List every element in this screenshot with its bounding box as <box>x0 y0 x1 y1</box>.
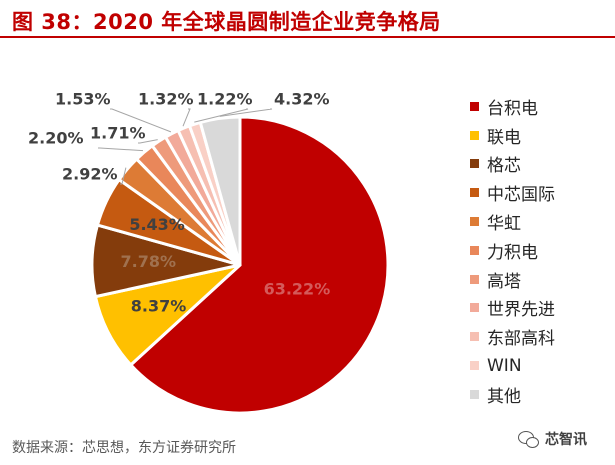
data-label: 7.78% <box>121 252 177 271</box>
legend-swatch <box>470 130 479 140</box>
legend-label: 中芯国际 <box>487 185 555 206</box>
slice-1 <box>129 115 390 415</box>
source-note: 数据来源：芯思想，东方证券研究所 <box>12 440 236 456</box>
legend-label: 联电 <box>487 127 521 148</box>
chart-title: 图 38：2020 年全球晶圆制造企业竞争格局 <box>12 10 441 34</box>
leader-line <box>138 139 158 144</box>
pie-slices <box>90 115 390 415</box>
wechat-icon <box>518 430 540 448</box>
data-label: 2.20% <box>28 129 84 148</box>
legend-item: WIN <box>470 351 555 380</box>
data-label: 1.32% <box>138 90 194 109</box>
data-label: 4.32% <box>274 90 330 109</box>
legend-label: 东部高科 <box>487 329 555 350</box>
legend-item: 格芯 <box>470 150 555 179</box>
legend-label: 台积电 <box>487 98 538 119</box>
legend-swatch <box>470 332 479 342</box>
leader-line <box>120 167 127 185</box>
title-divider <box>0 36 615 38</box>
legend-swatch <box>470 303 479 313</box>
leader-lines <box>98 108 273 185</box>
legend-swatch <box>470 361 479 371</box>
legend-label: 世界先进 <box>487 300 555 321</box>
legend-label: WIN <box>487 355 522 376</box>
legend-label: 华虹 <box>487 214 521 235</box>
data-label: 8.37% <box>131 297 187 316</box>
watermark: 芯智讯 <box>518 429 587 449</box>
legend-swatch <box>470 217 479 227</box>
legend-label: 力积电 <box>487 242 538 263</box>
legend-item: 华虹 <box>470 207 555 236</box>
legend-swatch <box>470 245 479 255</box>
legend-swatch <box>470 101 479 111</box>
data-label: 2.92% <box>62 165 118 184</box>
legend-item: 东部高科 <box>470 322 555 351</box>
data-label: 5.43% <box>129 215 185 234</box>
leader-line <box>98 147 144 152</box>
data-label: 63.22% <box>264 280 331 299</box>
legend-swatch <box>470 159 479 169</box>
leader-line <box>110 108 172 133</box>
watermark-text: 芯智讯 <box>545 432 587 448</box>
data-label: 1.53% <box>55 90 111 109</box>
data-label: 1.22% <box>197 90 253 109</box>
legend-swatch <box>470 274 479 284</box>
leader-line <box>194 108 249 123</box>
chart-legend: 台积电联电格芯中芯国际华虹力积电高塔世界先进东部高科 WIN 其他 <box>470 92 555 409</box>
data-labels: 63.22% 8.37% 7.78% 5.43% 2.92% 2.20% 1.71% 1.53… <box>28 90 330 316</box>
legend-label: 格芯 <box>487 156 521 177</box>
legend-item: 其他 <box>470 380 555 409</box>
legend-item: 力积电 <box>470 236 555 265</box>
data-label: 1.71% <box>90 124 146 143</box>
legend-label: 高塔 <box>487 271 521 292</box>
legend-item: 台积电 <box>470 92 555 121</box>
legend-item: 世界先进 <box>470 294 555 323</box>
leader-line <box>182 108 191 127</box>
legend-item: 联电 <box>470 121 555 150</box>
legend-swatch <box>470 188 479 198</box>
legend-item: 中芯国际 <box>470 178 555 207</box>
slice-11 <box>198 115 242 267</box>
legend-swatch <box>470 389 479 399</box>
legend-label: 其他 <box>487 386 521 407</box>
leader-line <box>219 108 273 117</box>
legend-item: 高塔 <box>470 265 555 294</box>
